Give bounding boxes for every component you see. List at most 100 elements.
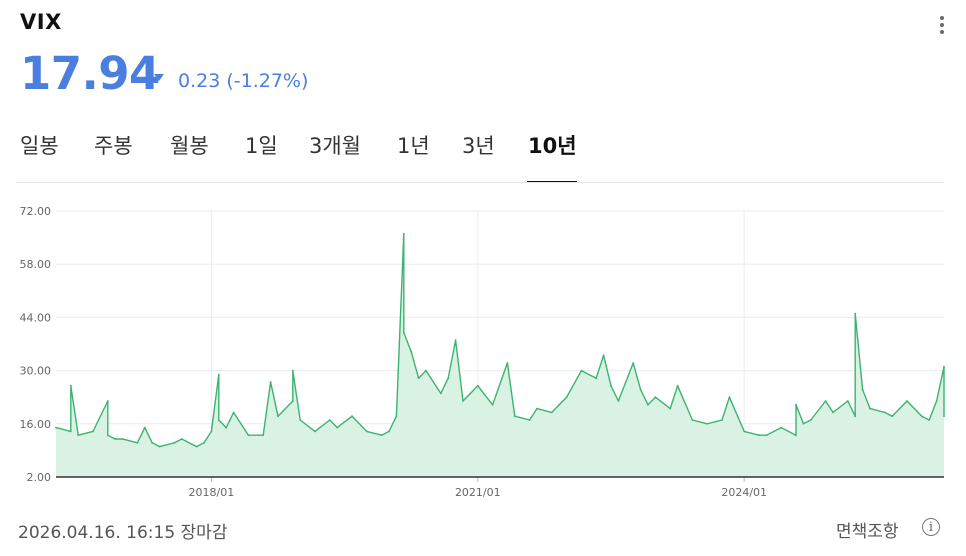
data-point: [832, 411, 834, 414]
data-point: [114, 438, 117, 440]
data-point: [336, 426, 339, 429]
tab-monthly[interactable]: 월봉: [170, 134, 209, 158]
y-tick-label: 30.00: [20, 365, 52, 378]
data-point: [565, 396, 568, 399]
down-arrow-icon: [154, 74, 164, 81]
data-point: [491, 403, 494, 406]
data-point: [454, 339, 457, 342]
data-point: [410, 350, 413, 353]
data-point: [291, 369, 294, 372]
tab-1-day[interactable]: 1일: [245, 134, 278, 158]
data-point: [669, 407, 672, 410]
data-point: [928, 419, 931, 421]
data-point: [506, 362, 509, 364]
y-tick-label: 44.00: [20, 311, 52, 324]
more-options-icon[interactable]: [934, 12, 950, 38]
data-point: [173, 441, 176, 444]
period-tabs: 일봉 주봉 월봉 1일 3개월 1년 3년 10년: [0, 120, 966, 182]
data-point: [92, 430, 94, 433]
data-point: [802, 422, 805, 425]
data-point: [513, 415, 516, 418]
tab-daily[interactable]: 일봉: [20, 134, 59, 158]
data-point: [77, 434, 80, 437]
data-point: [351, 415, 353, 418]
data-point: [158, 445, 161, 448]
data-point: [210, 430, 213, 433]
data-point: [365, 430, 368, 433]
data-point: [795, 434, 797, 437]
info-icon[interactable]: i: [922, 518, 940, 536]
data-point: [595, 377, 598, 380]
data-point: [232, 411, 235, 414]
data-point: [728, 396, 731, 399]
data-point: [402, 331, 405, 334]
data-point: [106, 434, 109, 437]
data-point: [225, 426, 228, 429]
data-point: [328, 419, 331, 421]
data-point: [69, 430, 72, 433]
data-point: [136, 441, 139, 444]
data-point: [883, 411, 886, 414]
data-point: [602, 354, 605, 357]
data-point: [402, 232, 405, 235]
data-point: [439, 392, 442, 395]
series-area-fill: [56, 233, 944, 477]
data-point: [580, 369, 583, 372]
data-point: [654, 396, 657, 399]
tab-1-year[interactable]: 1년: [397, 134, 430, 158]
market-close-timestamp: 2026.04.16. 16:15 장마감: [18, 523, 228, 543]
data-point: [277, 415, 279, 418]
data-point: [854, 312, 857, 315]
data-point: [891, 415, 894, 418]
data-point: [758, 434, 760, 437]
tab-3-years[interactable]: 3년: [462, 134, 495, 158]
data-point: [388, 430, 390, 433]
data-point: [706, 422, 709, 425]
data-point: [550, 411, 553, 414]
y-tick-label: 2.00: [27, 471, 52, 484]
data-point: [151, 441, 154, 444]
tab-weekly[interactable]: 주봉: [94, 134, 133, 158]
current-price: 17.94: [20, 47, 160, 100]
disclaimer-link[interactable]: 면책조항: [836, 522, 899, 542]
data-point: [143, 426, 146, 429]
data-point: [203, 441, 205, 444]
data-point: [469, 392, 472, 395]
data-point: [780, 426, 783, 429]
data-point: [906, 400, 908, 402]
data-point: [795, 403, 797, 406]
ticker-title: VIX: [20, 10, 62, 34]
data-point: [380, 434, 383, 437]
series-line: [55, 233, 945, 448]
y-tick-label: 16.00: [20, 418, 52, 431]
data-point: [417, 377, 420, 380]
data-point: [639, 388, 642, 391]
data-point: [395, 415, 398, 418]
data-point: [247, 434, 250, 437]
y-tick-label: 58.00: [20, 258, 52, 271]
data-point: [935, 400, 938, 402]
tab-3-months[interactable]: 3개월: [309, 134, 362, 158]
data-point: [121, 438, 124, 440]
data-point: [721, 419, 723, 421]
data-point: [55, 426, 57, 429]
data-point: [943, 365, 945, 368]
data-point: [920, 415, 923, 418]
data-point: [809, 419, 812, 421]
data-point: [824, 400, 827, 402]
data-point: [869, 407, 871, 410]
data-point: [106, 400, 109, 402]
data-point: [195, 445, 198, 448]
data-point: [217, 373, 220, 376]
x-tick-label: 2018/01: [189, 486, 235, 499]
data-point: [558, 403, 561, 406]
data-point: [299, 419, 302, 421]
x-tick-label: 2024/01: [721, 486, 767, 499]
vix-area-chart: 72.00 58.00 44.00 30.00 16.00 2.00 2018/01 2021…: [20, 205, 945, 499]
tab-10-years[interactable]: 10년: [528, 134, 577, 158]
data-point: [476, 384, 479, 387]
price-change: 0.23 (-1.27%): [178, 70, 309, 92]
data-point: [425, 369, 427, 372]
data-point: [462, 400, 464, 402]
data-point: [632, 362, 635, 364]
